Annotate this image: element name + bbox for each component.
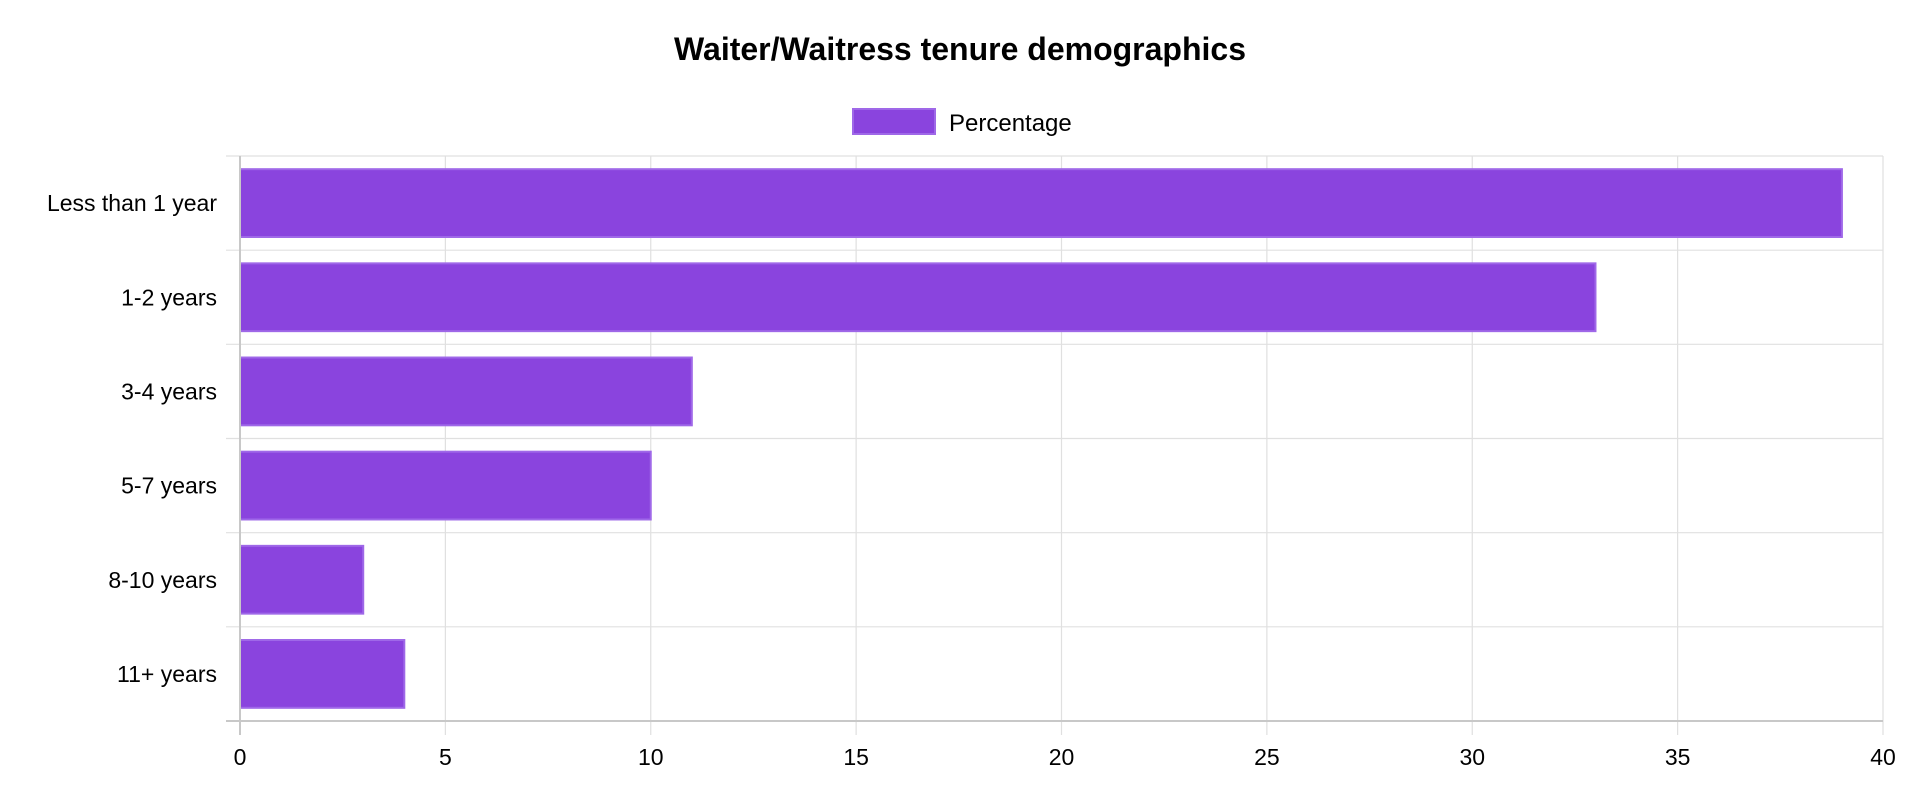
y-tick-label: Less than 1 year [47,190,217,216]
y-tick-label: 1-2 years [121,284,217,310]
y-tick-label: 11+ years [117,661,217,687]
bar [239,356,693,427]
axes [226,156,1883,735]
gridlines [226,155,1884,735]
x-tick-label: 10 [638,744,664,770]
bar [239,544,365,615]
y-tick-label: 5-7 years [121,473,217,499]
chart-title: Waiter/Waitress tenure demographics [674,31,1246,67]
x-tick-label: 15 [843,744,869,770]
bar [239,262,1597,333]
y-axis-tick-labels: Less than 1 year 1-2 years 3-4 years 5-7 ye… [47,190,217,687]
y-tick-label: 8-10 years [108,567,217,593]
bar [239,168,1843,238]
x-tick-label: 30 [1459,744,1485,770]
legend-swatch [852,108,936,135]
x-tick-label: 40 [1870,744,1896,770]
x-axis-tick-labels: 0 5 10 15 20 25 30 35 40 [234,744,1896,770]
bar [239,450,652,521]
bar [239,639,406,709]
x-tick-label: 35 [1665,744,1691,770]
x-tick-label: 25 [1254,744,1280,770]
legend-label: Percentage [949,110,1072,137]
x-tick-label: 20 [1049,744,1075,770]
bars [239,168,1843,709]
x-tick-label: 0 [234,744,247,770]
legend[interactable]: Percentage [852,108,1072,137]
x-tick-label: 5 [439,744,452,770]
y-tick-label: 3-4 years [121,378,217,404]
